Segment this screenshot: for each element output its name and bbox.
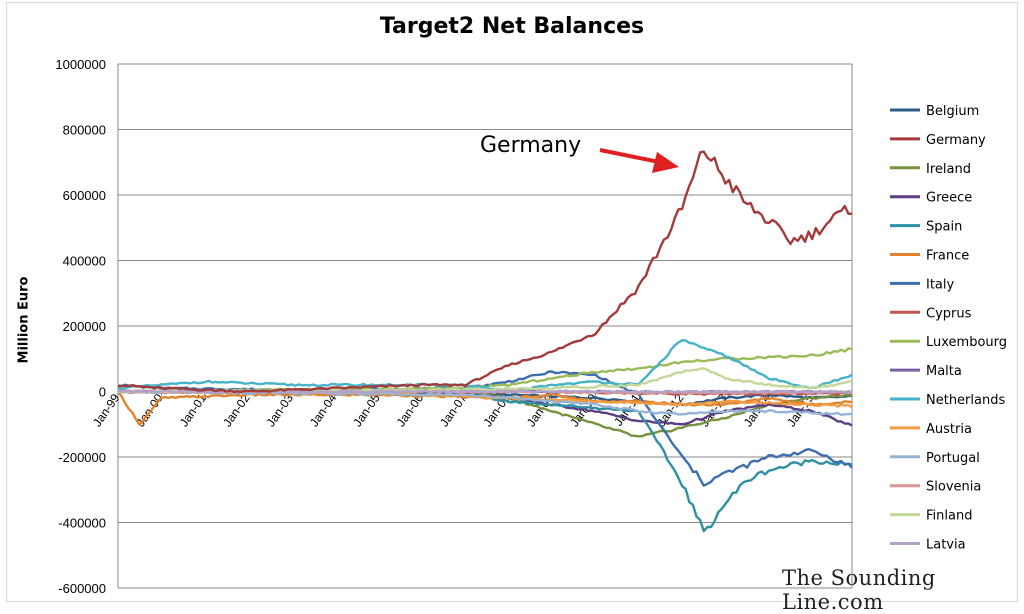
legend-label: Italy — [926, 277, 955, 292]
legend-label: Finland — [926, 509, 972, 524]
y-tick-label: 0 — [99, 385, 106, 400]
chart-title: Target2 Net Balances — [379, 14, 645, 39]
y-tick-label: -400000 — [58, 516, 106, 531]
y-tick-label: 600000 — [63, 188, 106, 203]
legend-label: Spain — [926, 220, 962, 235]
legend-label: France — [926, 249, 969, 264]
legend-label: Latvia — [926, 538, 966, 553]
chart-frame — [6, 2, 1018, 602]
legend: Belgium Germany Ireland Greece Spain France It… — [890, 104, 1007, 553]
x-tick-label: Jan-04 — [307, 391, 340, 429]
series-line-germany — [117, 150, 853, 394]
x-tick-label: Jan-05 — [350, 391, 383, 429]
legend-label: Luxembourg — [926, 335, 1007, 350]
series-line-netherlands — [117, 339, 853, 393]
x-tick-label: Jan-03 — [263, 391, 296, 429]
legend-label: Greece — [926, 191, 972, 206]
legend-label: Germany — [926, 133, 986, 148]
y-tick-label: 200000 — [63, 319, 106, 334]
legend-label: Portugal — [926, 451, 980, 466]
legend-label: Cyprus — [926, 306, 972, 321]
y-tick-label: -600000 — [58, 581, 106, 596]
annotation-arrow-shaft — [599, 148, 665, 165]
annotation-arrow-head — [652, 152, 679, 173]
series-lines — [116, 150, 853, 533]
y-tick-label: -200000 — [58, 450, 106, 465]
gridlines — [118, 63, 852, 589]
legend-label: Ireland — [926, 162, 971, 177]
y-axis-ticks: 1000000 800000 600000 400000 200000 0 -200000 -… — [55, 57, 106, 596]
legend-label: Malta — [926, 364, 962, 379]
legend-label: Belgium — [926, 104, 979, 119]
legend-label: Austria — [926, 422, 972, 437]
y-tick-label: 1000000 — [55, 57, 106, 72]
series-line-luxembourg — [117, 347, 853, 394]
annotation-text: Germany — [480, 133, 581, 158]
legend-label: Netherlands — [926, 393, 1005, 408]
y-tick-label: 400000 — [63, 254, 106, 269]
annotation: Germany — [480, 133, 679, 173]
y-tick-label: 800000 — [63, 123, 106, 138]
legend-label: Slovenia — [926, 480, 981, 495]
